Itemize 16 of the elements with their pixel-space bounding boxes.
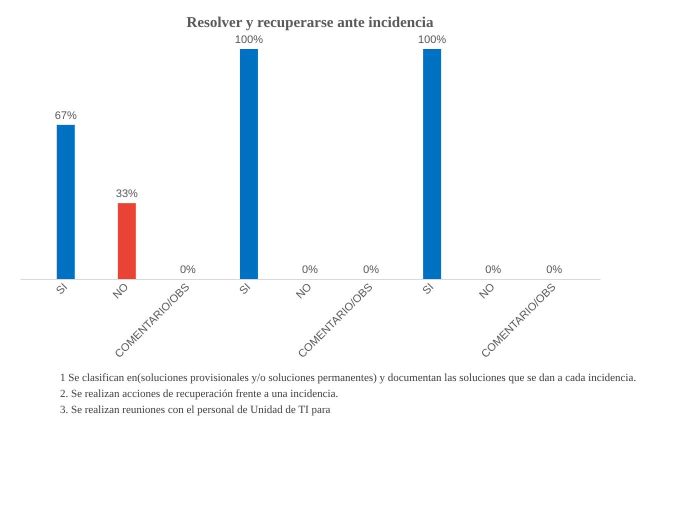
x-tick-label: SI bbox=[420, 281, 436, 298]
data-label: 0% bbox=[485, 264, 502, 276]
data-label: 0% bbox=[180, 264, 196, 276]
data-label: 33% bbox=[116, 188, 138, 200]
text: 2. Se realizan acciones de recuperación frente a una incidencia. bbox=[60, 388, 338, 400]
x-tick-label: SI bbox=[237, 281, 254, 298]
data-label: 100% bbox=[418, 34, 446, 46]
text: 1 Se clasifican en(soluciones provisionales y/o soluciones permanentes) y documentan las soluciones que se dan a cada incidencia. bbox=[60, 372, 636, 384]
data-label: 0% bbox=[363, 264, 380, 276]
text: 3. Se realizan reuniones con el personal de Unidad de TI para bbox=[60, 404, 331, 416]
data-label: 100% bbox=[234, 34, 264, 46]
x-tick-label: SI bbox=[54, 281, 70, 298]
data-label: 0% bbox=[302, 264, 318, 276]
data-label: 67% bbox=[54, 110, 78, 122]
data-label: 0% bbox=[546, 264, 562, 276]
chart-title: Resolver y recuperarse ante incidencia bbox=[186, 15, 434, 31]
